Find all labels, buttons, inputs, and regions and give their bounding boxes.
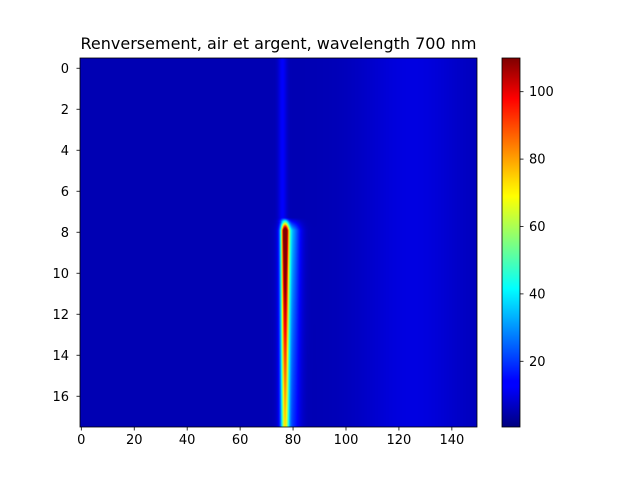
colorbar: 20 40 60 80 100 <box>501 57 554 428</box>
x-tick-label: 60 <box>232 433 249 448</box>
y-axis: 0 2 4 6 8 10 12 14 16 <box>52 62 80 405</box>
x-tick-label: 40 <box>179 433 196 448</box>
colorbar-ticks: 20 40 60 80 100 <box>520 85 554 370</box>
x-tick-label: 140 <box>439 433 464 448</box>
x-tick-label: 80 <box>285 433 302 448</box>
x-tick-label: 20 <box>126 433 143 448</box>
x-tick-label: 0 <box>77 433 85 448</box>
y-tick-label: 16 <box>52 390 69 405</box>
y-tick-label: 0 <box>61 62 69 77</box>
y-tick-label: 8 <box>61 226 69 241</box>
y-tick-label: 10 <box>52 267 69 282</box>
y-tick-label: 2 <box>61 103 69 118</box>
chart-title: Renversement, air et argent, wavelength … <box>81 34 477 53</box>
plot-frame <box>79 57 478 428</box>
heatmap-image <box>80 58 477 427</box>
colorbar-tick-label: 60 <box>529 220 546 235</box>
colorbar-tick-label: 80 <box>529 153 546 168</box>
x-tick-label: 100 <box>334 433 359 448</box>
x-axis: 0 20 40 60 80 100 120 140 <box>77 427 464 448</box>
y-tick-label: 4 <box>61 144 69 159</box>
y-tick-label: 12 <box>52 308 69 323</box>
colorbar-tick-label: 40 <box>529 287 546 302</box>
colorbar-gradient <box>502 58 520 427</box>
y-tick-label: 14 <box>52 349 69 364</box>
colorbar-frame <box>501 57 521 428</box>
y-tick-label: 6 <box>61 185 69 200</box>
colorbar-tick-label: 20 <box>529 355 546 370</box>
x-tick-label: 120 <box>387 433 412 448</box>
plot-area <box>80 58 477 427</box>
colorbar-tick-label: 100 <box>529 85 554 100</box>
